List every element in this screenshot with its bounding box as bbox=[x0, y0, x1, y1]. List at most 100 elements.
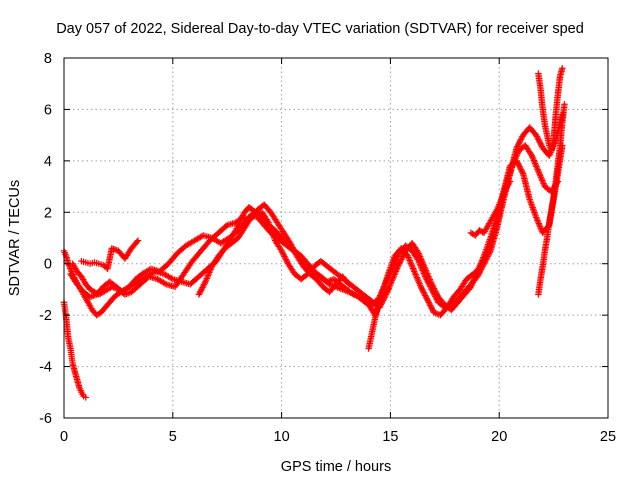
data-point-interp bbox=[288, 242, 295, 250]
data-point-interp bbox=[161, 280, 169, 287]
data-point bbox=[345, 281, 353, 288]
plot-frame bbox=[63, 57, 609, 419]
y-tick-label: -2 bbox=[39, 308, 52, 324]
data-point-interp bbox=[517, 137, 524, 145]
data-point-interp bbox=[133, 238, 141, 246]
data-point-interp bbox=[538, 141, 545, 149]
data-point bbox=[82, 394, 89, 401]
data-point-interp bbox=[425, 299, 433, 306]
data-point-interp bbox=[422, 293, 430, 301]
data-point-interp bbox=[432, 289, 440, 297]
x-tick-label: 5 bbox=[169, 429, 177, 445]
chart-title: Day 057 of 2022, Sidereal Day-to-day VTE… bbox=[56, 21, 584, 37]
data-point-interp bbox=[168, 275, 175, 282]
x-tick-labels: 0 5 10 15 20 25 bbox=[60, 429, 616, 445]
data-point-interp bbox=[199, 284, 206, 291]
data-point-interp bbox=[398, 256, 405, 263]
data-point-interp bbox=[514, 141, 522, 149]
data-markers bbox=[60, 65, 568, 401]
x-axis-label: GPS time / hours bbox=[281, 459, 391, 475]
data-point-interp bbox=[534, 134, 541, 142]
data-point-interp bbox=[478, 261, 485, 268]
data-point-interp bbox=[196, 289, 203, 297]
data-point-interp bbox=[423, 295, 430, 302]
data-point-interp bbox=[517, 164, 524, 172]
data-point-interp bbox=[427, 302, 434, 309]
data-point bbox=[278, 247, 285, 255]
data-point-interp bbox=[432, 288, 439, 295]
data-point-interp bbox=[519, 169, 526, 176]
data-point-interp bbox=[477, 264, 484, 271]
x-tick-label: 15 bbox=[382, 429, 398, 445]
data-point-interp bbox=[198, 285, 206, 293]
y-tick-label: 6 bbox=[44, 102, 52, 118]
data-point-interp bbox=[279, 250, 287, 257]
data-point-interp bbox=[429, 306, 436, 313]
data-point-interp bbox=[426, 300, 433, 308]
x-tick-label: 10 bbox=[274, 429, 290, 445]
data-point bbox=[287, 239, 294, 247]
x-tick-label: 20 bbox=[491, 429, 507, 445]
axis-ticks bbox=[63, 57, 609, 419]
data-point-interp bbox=[480, 258, 487, 265]
data-point-interp bbox=[515, 140, 522, 147]
y-tick-label: 4 bbox=[44, 154, 52, 170]
data-point-interp bbox=[517, 136, 525, 143]
data-point-interp bbox=[419, 286, 426, 293]
data-point-interp bbox=[481, 255, 488, 263]
data-point bbox=[195, 291, 203, 298]
data-point-interp bbox=[518, 134, 525, 142]
y-tick-labels: -6 -4 -2 0 2 4 6 8 bbox=[39, 51, 52, 427]
data-point-interp bbox=[430, 285, 438, 292]
data-point-interp bbox=[420, 289, 427, 296]
x-tick-label: 0 bbox=[60, 429, 68, 445]
data-point-interp bbox=[291, 248, 298, 255]
data-point-interp bbox=[479, 259, 486, 267]
data-point-interp bbox=[197, 288, 204, 295]
data-point-interp bbox=[200, 282, 207, 290]
data-point-interp bbox=[396, 259, 404, 266]
data-point-interp bbox=[537, 140, 544, 147]
data-point-interp bbox=[515, 161, 522, 169]
data-point-interp bbox=[517, 166, 525, 173]
data-point-interp bbox=[421, 290, 428, 298]
x-tick-label: 25 bbox=[600, 429, 616, 445]
data-point-interp bbox=[279, 249, 286, 256]
data-point-interp bbox=[536, 139, 544, 146]
data-point-interp bbox=[429, 283, 437, 291]
data-point bbox=[134, 237, 142, 244]
data-point-interp bbox=[427, 303, 435, 311]
data-point-interp bbox=[516, 139, 523, 146]
data-point bbox=[561, 101, 568, 108]
y-tick-label: 0 bbox=[44, 257, 52, 273]
data-point-interp bbox=[281, 253, 288, 260]
y-tick-label: 2 bbox=[44, 205, 52, 221]
data-point-interp bbox=[280, 251, 287, 259]
data-point bbox=[532, 131, 540, 139]
data-point-interp bbox=[397, 257, 404, 265]
data-point-interp bbox=[264, 217, 271, 225]
data-point bbox=[428, 281, 435, 288]
data-point-interp bbox=[289, 244, 296, 251]
data-point-interp bbox=[518, 167, 525, 175]
data-point-interp bbox=[282, 254, 289, 262]
data-point-interp bbox=[422, 292, 429, 299]
data-point bbox=[476, 265, 483, 273]
y-tick-label: -4 bbox=[39, 360, 52, 376]
data-point bbox=[385, 286, 392, 293]
data-point bbox=[417, 283, 425, 291]
data-point-interp bbox=[431, 286, 438, 294]
data-point-interp bbox=[201, 279, 208, 287]
data-point-interp bbox=[344, 279, 352, 287]
data-point-interp bbox=[480, 257, 488, 264]
data-point-interp bbox=[514, 160, 522, 167]
y-tick-label: 8 bbox=[44, 51, 52, 67]
data-point-interp bbox=[383, 287, 391, 294]
y-axis-label: SDTVAR / TECUs bbox=[7, 180, 23, 296]
data-point-interp bbox=[433, 291, 441, 298]
data-point-interp bbox=[535, 137, 543, 145]
data-point-interp bbox=[290, 247, 298, 254]
data-point-interp bbox=[282, 256, 290, 263]
data-point-interp bbox=[200, 281, 208, 288]
